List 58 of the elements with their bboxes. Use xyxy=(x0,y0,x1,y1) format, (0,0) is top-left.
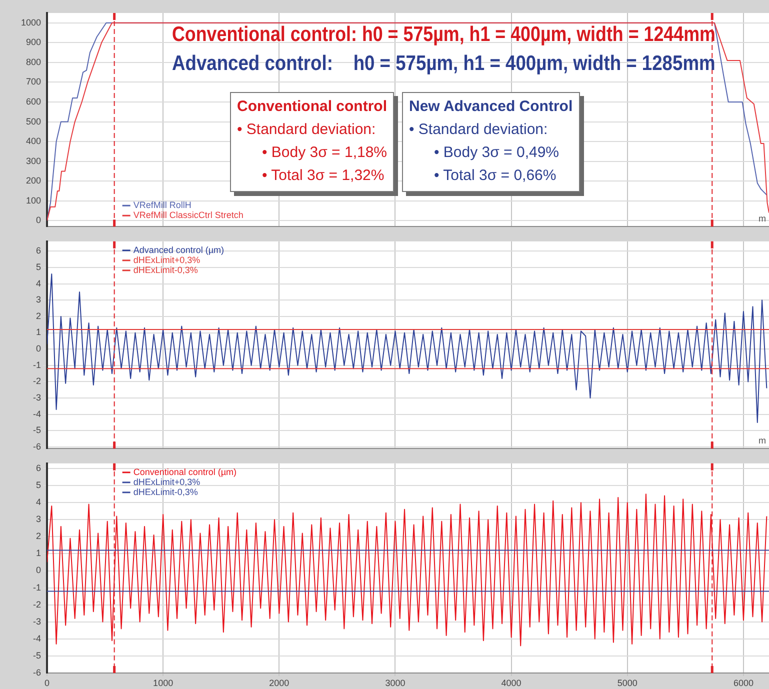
y-tick-label: 2 xyxy=(36,531,41,542)
y-tick-label: -4 xyxy=(32,633,41,644)
y-tick-label: 1000 xyxy=(20,17,41,28)
y-tick-label: -2 xyxy=(32,376,41,386)
x-axis-title: m xyxy=(758,214,766,224)
x-axis-title: m xyxy=(758,436,766,446)
x-tick-label: 5000 xyxy=(617,678,638,688)
x-tick-label: 3000 xyxy=(385,678,406,688)
legend-label: dHExLimit-0,3% xyxy=(133,486,198,497)
y-tick-label: -1 xyxy=(32,582,41,592)
y-tick-label: 1 xyxy=(36,548,41,558)
legend-label: dHExLimit+0,3% xyxy=(133,476,200,487)
y-tick-label: -6 xyxy=(32,441,41,452)
y-tick-label: 800 xyxy=(26,56,41,67)
y-tick-label: 900 xyxy=(26,37,41,48)
y-tick-label: -2 xyxy=(32,599,41,610)
x-tick-label: 2000 xyxy=(269,678,290,688)
legend-label: Conventional control (µm) xyxy=(133,466,237,477)
y-tick-label: -3 xyxy=(32,616,41,626)
x-tick-label: 6000 xyxy=(733,678,754,688)
y-tick-label: 0 xyxy=(36,344,41,354)
annotation: New Advanced Control • Standard deviation: • Body 3σ = 0,49% • Total 3σ = 0,66% xyxy=(409,97,573,186)
y-tick-label: 4 xyxy=(36,278,41,288)
y-tick-label: 700 xyxy=(26,76,41,87)
y-tick-label: 4 xyxy=(36,497,41,508)
y-tick-label: 2 xyxy=(36,310,41,321)
legend-label: VRefMill ClassicCtrl Stretch xyxy=(133,210,244,220)
text: Advanced control: h0 = 575µm, h1 = 400µm, width = 1285mm xyxy=(172,52,716,76)
annotation: Conventional control • Standard deviation: • Body 3σ = 1,18% • Total 3σ = 1,32% xyxy=(237,97,388,186)
legend-label: VRefMill RollH xyxy=(133,200,192,210)
y-tick-label: -5 xyxy=(32,425,41,436)
y-tick-label: 200 xyxy=(26,176,41,186)
legend-label: dHExLimit-0,3% xyxy=(133,264,198,275)
y-tick-label: 5 xyxy=(36,262,41,272)
y-tick-label: 600 xyxy=(26,96,41,106)
y-tick-label: 3 xyxy=(36,514,41,524)
y-tick-label: -1 xyxy=(32,360,41,370)
y-tick-label: 3 xyxy=(36,294,41,305)
legend-label: Advanced control (µm) xyxy=(133,244,224,255)
y-tick-label: -3 xyxy=(32,392,41,403)
x-tick-label: 1000 xyxy=(153,678,174,688)
y-tick-label: 0 xyxy=(36,215,41,226)
y-tick-label: -6 xyxy=(32,667,41,678)
y-tick-label: 6 xyxy=(36,246,41,256)
y-tick-label: -5 xyxy=(32,650,41,660)
legend-label: dHExLimit+0,3% xyxy=(133,254,200,265)
y-tick-label: 100 xyxy=(26,195,41,206)
x-tick-label: 4000 xyxy=(501,678,522,688)
y-tick-label: 400 xyxy=(26,136,41,146)
y-tick-label: 300 xyxy=(26,156,41,166)
y-tick-label: 1 xyxy=(36,327,41,338)
x-tick-label: 0 xyxy=(44,678,50,688)
y-tick-label: -4 xyxy=(32,408,41,419)
y-tick-label: 6 xyxy=(36,462,41,473)
y-tick-label: 5 xyxy=(36,480,41,490)
text: Conventional control: h0 = 575µm, h1 = 400µm, width = 1244mm xyxy=(172,23,716,47)
y-tick-label: 500 xyxy=(26,116,41,126)
y-tick-label: 0 xyxy=(36,565,41,576)
